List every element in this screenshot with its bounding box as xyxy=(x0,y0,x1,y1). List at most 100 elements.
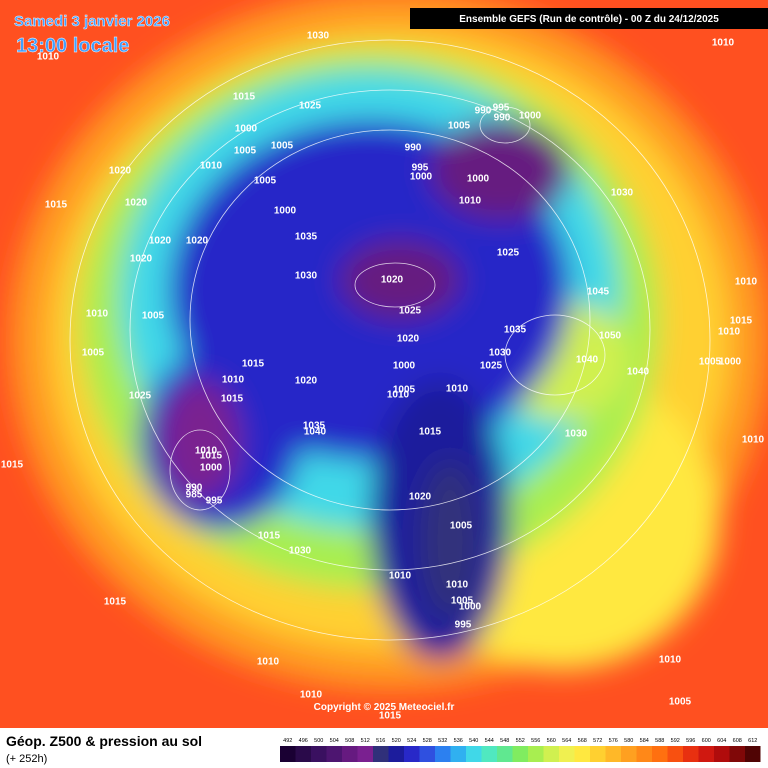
colorbar-tick-label: 544 xyxy=(485,738,494,744)
isobar-label: 1020 xyxy=(409,492,432,503)
colorbar-cell xyxy=(450,746,466,762)
isobar-label: 1000 xyxy=(274,206,297,217)
colorbar-cell xyxy=(388,746,404,762)
isobar-label: 1020 xyxy=(109,166,132,177)
isobar-label: 1015 xyxy=(45,200,68,211)
footer-title: Géop. Z500 & pression au sol xyxy=(6,733,202,749)
colorbar-cell xyxy=(667,746,683,762)
isobar-label: 995 xyxy=(412,163,429,174)
colorbar-tick-label: 492 xyxy=(283,738,292,744)
colorbar-tick-label: 576 xyxy=(609,738,618,744)
isobar-label: 1020 xyxy=(125,198,148,209)
isobar-label: 1010 xyxy=(200,161,223,172)
isobar-label: 1035 xyxy=(504,325,527,336)
isobar-label: 1010 xyxy=(459,196,482,207)
isobar-label: 1015 xyxy=(1,460,24,471)
colorbar-tick-label: 568 xyxy=(578,738,587,744)
colorbar-tick-label: 560 xyxy=(547,738,556,744)
run-banner xyxy=(410,8,768,29)
isobar-label: 1010 xyxy=(446,580,469,591)
isobar-label: 1015 xyxy=(379,711,402,722)
colorbar-tick-label: 504 xyxy=(330,738,339,744)
colorbar-tick-label: 496 xyxy=(299,738,308,744)
colorbar-tick-label: 524 xyxy=(407,738,416,744)
isobar-label: 1030 xyxy=(565,429,588,440)
colorbar-tick-label: 592 xyxy=(671,738,680,744)
isobar-label: 1000 xyxy=(467,174,490,185)
isobar-label: 1010 xyxy=(742,435,765,446)
isobar-label: 995 xyxy=(455,620,472,631)
isobar-label: 1015 xyxy=(242,359,265,370)
colorbar-tick-label: 596 xyxy=(686,738,695,744)
colorbar-cell xyxy=(574,746,590,762)
isobar-label: 1035 xyxy=(303,421,326,432)
colorbar-cell xyxy=(714,746,730,762)
colorbar-cell xyxy=(435,746,451,762)
isobar-label: 990 xyxy=(405,143,422,154)
colorbar-tick-label: 548 xyxy=(500,738,509,744)
colorbar-tick-label: 528 xyxy=(423,738,432,744)
colorbar-cell xyxy=(342,746,358,762)
isobar-label: 1005 xyxy=(450,521,473,532)
colorbar-cell xyxy=(652,746,668,762)
isobar-label: 1010 xyxy=(387,390,410,401)
colorbar-tick-label: 532 xyxy=(438,738,447,744)
isobar-label: 1000 xyxy=(719,357,742,368)
isobar-label: 990 xyxy=(475,106,492,117)
isobar-label: 1015 xyxy=(221,394,244,405)
isobar-label: 1030 xyxy=(295,271,318,282)
isobar-label: 1010 xyxy=(735,277,758,288)
colorbar-cell xyxy=(419,746,435,762)
colorbar-cell xyxy=(481,746,497,762)
isobar-label: 1020 xyxy=(149,236,172,247)
isobar-label: 1030 xyxy=(307,31,330,42)
isobar-label: 1025 xyxy=(299,101,322,112)
isobar-label: 1010 xyxy=(718,327,741,338)
isobar-label: 1010 xyxy=(446,384,469,395)
isobar-label: 1000 xyxy=(410,172,433,183)
isobar-label: 1000 xyxy=(393,361,416,372)
colorbar-tick-label: 500 xyxy=(314,738,323,744)
colorbar-cell xyxy=(404,746,420,762)
isobar-label: 1020 xyxy=(130,254,153,265)
isobar-label: 1015 xyxy=(730,316,753,327)
isobar-label: 1010 xyxy=(222,375,245,386)
isobar-label: 1005 xyxy=(669,697,692,708)
isobar-label: 1050 xyxy=(599,331,622,342)
isobar-label: 1005 xyxy=(254,176,277,187)
colorbar-tick-label: 600 xyxy=(702,738,711,744)
isobar-label: 1000 xyxy=(519,111,542,122)
isobar-label: 1005 xyxy=(451,596,474,607)
run-info: Ensemble GEFS (Run de contrôle) - 00 Z d… xyxy=(459,14,719,25)
isobar-label: 1015 xyxy=(258,531,281,542)
colorbar-tick-label: 612 xyxy=(748,738,757,744)
isobar-label: 1030 xyxy=(489,348,512,359)
isobar-label: 1030 xyxy=(611,188,634,199)
colorbar-tick-label: 580 xyxy=(624,738,633,744)
colorbar-tick-label: 608 xyxy=(733,738,742,744)
colorbar-cell xyxy=(357,746,373,762)
isobar-label: 1010 xyxy=(712,38,735,49)
colorbar-cell xyxy=(466,746,482,762)
colorbar-tick-label: 584 xyxy=(640,738,649,744)
isobar-label: 1005 xyxy=(271,141,294,152)
isobar-label: 990 xyxy=(186,483,203,494)
colorbar-cell xyxy=(590,746,606,762)
isobar-label: 1045 xyxy=(587,287,610,298)
isobar-label: 1040 xyxy=(576,355,599,366)
isobar-label: 1030 xyxy=(289,546,312,557)
colorbar-tick-label: 572 xyxy=(593,738,602,744)
isobar-label: 1005 xyxy=(234,146,257,157)
colorbar-cell xyxy=(621,746,637,762)
colorbar-tick-label: 508 xyxy=(345,738,354,744)
colorbar-cell xyxy=(280,746,296,762)
isobar-label: 1005 xyxy=(82,348,105,359)
isobar-label: 1020 xyxy=(381,275,404,286)
colorbar-tick-label: 588 xyxy=(655,738,664,744)
colorbar-cell xyxy=(698,746,714,762)
isobar-label: 1025 xyxy=(480,361,503,372)
colorbar-cell xyxy=(636,746,652,762)
isobar-label: 1040 xyxy=(304,427,327,438)
isobar-label: 990 xyxy=(494,113,511,124)
